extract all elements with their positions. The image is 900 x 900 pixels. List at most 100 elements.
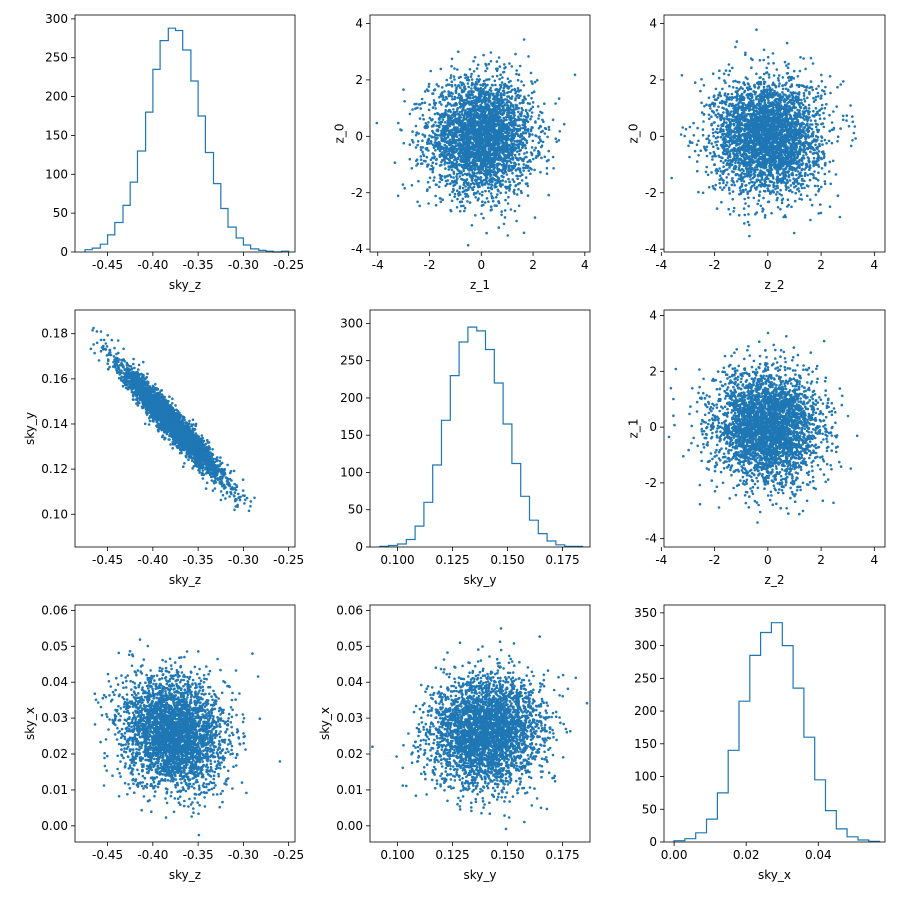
scatter-point [516, 182, 520, 186]
scatter-point [480, 193, 484, 197]
scatter-point [517, 158, 520, 162]
scatter-point [517, 115, 520, 118]
scatter-point [446, 182, 449, 186]
scatter-point [454, 90, 458, 93]
scatter-point [489, 192, 493, 195]
scatter-point [709, 107, 712, 110]
scatter-point [523, 124, 526, 127]
scatter-point [446, 161, 449, 165]
scatter-point [818, 117, 822, 120]
scatter-point [813, 170, 816, 173]
scatter-point [488, 78, 491, 81]
scatter-point [456, 163, 460, 167]
y-tick-label: 50 [53, 206, 68, 220]
scatter-point [450, 83, 454, 87]
scatter-point [522, 121, 526, 125]
scatter-point [539, 124, 542, 128]
scatter-point [436, 111, 439, 115]
scatter-point [518, 112, 522, 116]
scatter-point [684, 127, 688, 131]
scatter-point [762, 196, 765, 200]
scatter-point [485, 103, 488, 106]
scatter-point [492, 133, 496, 137]
scatter-point [734, 126, 738, 130]
scatter-point [434, 136, 438, 140]
scatter-point [518, 156, 522, 160]
scatter-point [452, 184, 456, 187]
scatter-point [459, 86, 462, 89]
scatter-point [485, 231, 488, 235]
scatter-point [524, 109, 528, 113]
scatter-point [402, 141, 406, 145]
scatter-point [472, 90, 475, 94]
scatter-point [473, 167, 476, 171]
scatter-point [452, 176, 455, 179]
scatter-point [502, 98, 505, 102]
scatter-point [688, 125, 692, 129]
scatter-point [431, 161, 435, 164]
scatter-point [825, 102, 828, 106]
scatter-point [532, 157, 535, 161]
scatter-point [448, 193, 452, 196]
scatter-point [531, 82, 534, 85]
scatter-point [444, 155, 447, 158]
scatter-point [530, 91, 534, 95]
scatter-point [744, 202, 747, 205]
scatter-point [463, 98, 466, 102]
scatter-point [489, 86, 493, 90]
scatter-point [500, 127, 504, 130]
scatter-point [515, 69, 518, 72]
scatter-point [812, 156, 816, 160]
scatter-point [476, 111, 479, 115]
scatter-point [531, 139, 535, 143]
scatter-point [540, 145, 543, 149]
scatter-point [786, 88, 790, 92]
scatter-point [504, 116, 508, 119]
scatter-point [455, 87, 458, 91]
scatter-point [422, 117, 425, 121]
scatter-point [472, 185, 476, 189]
scatter-point [510, 137, 513, 141]
scatter-point [506, 122, 509, 126]
scatter-point [721, 188, 724, 191]
scatter-point [485, 144, 489, 147]
scatter-point [480, 94, 483, 98]
scatter-point [527, 169, 531, 172]
scatter-point [533, 168, 536, 172]
scatter-point [726, 168, 729, 171]
scatter-point [449, 110, 453, 114]
scatter-point [802, 57, 805, 60]
scatter-point [497, 158, 500, 161]
scatter-point [503, 118, 507, 122]
scatter-point [467, 155, 471, 159]
scatter-point [500, 210, 504, 213]
scatter-point [797, 190, 801, 193]
scatter-point [519, 89, 522, 92]
scatter-point [847, 124, 851, 128]
scatter-point [448, 165, 451, 168]
x-tick-label: -0.35 [183, 258, 214, 272]
scatter-point [515, 193, 519, 196]
y-tick-label: 100 [45, 167, 68, 181]
scatter-point [442, 128, 445, 132]
scatter-point [796, 170, 800, 173]
scatter-point [479, 83, 482, 87]
scatter-point [452, 75, 456, 78]
scatter-point [462, 106, 465, 110]
scatter-point [491, 199, 495, 203]
scatter-point [790, 205, 793, 209]
scatter-point [426, 180, 430, 184]
scatter-point [441, 98, 445, 101]
scatter-point [478, 155, 481, 158]
scatter-point [459, 200, 462, 204]
scatter-point [551, 155, 555, 159]
scatter-point [524, 166, 527, 170]
scatter-point [458, 99, 462, 102]
scatter-point [742, 180, 746, 183]
scatter-point [724, 183, 728, 187]
scatter-point [461, 119, 464, 123]
scatter-point [495, 122, 499, 126]
scatter-point [821, 143, 824, 146]
scatter-point [801, 167, 804, 171]
